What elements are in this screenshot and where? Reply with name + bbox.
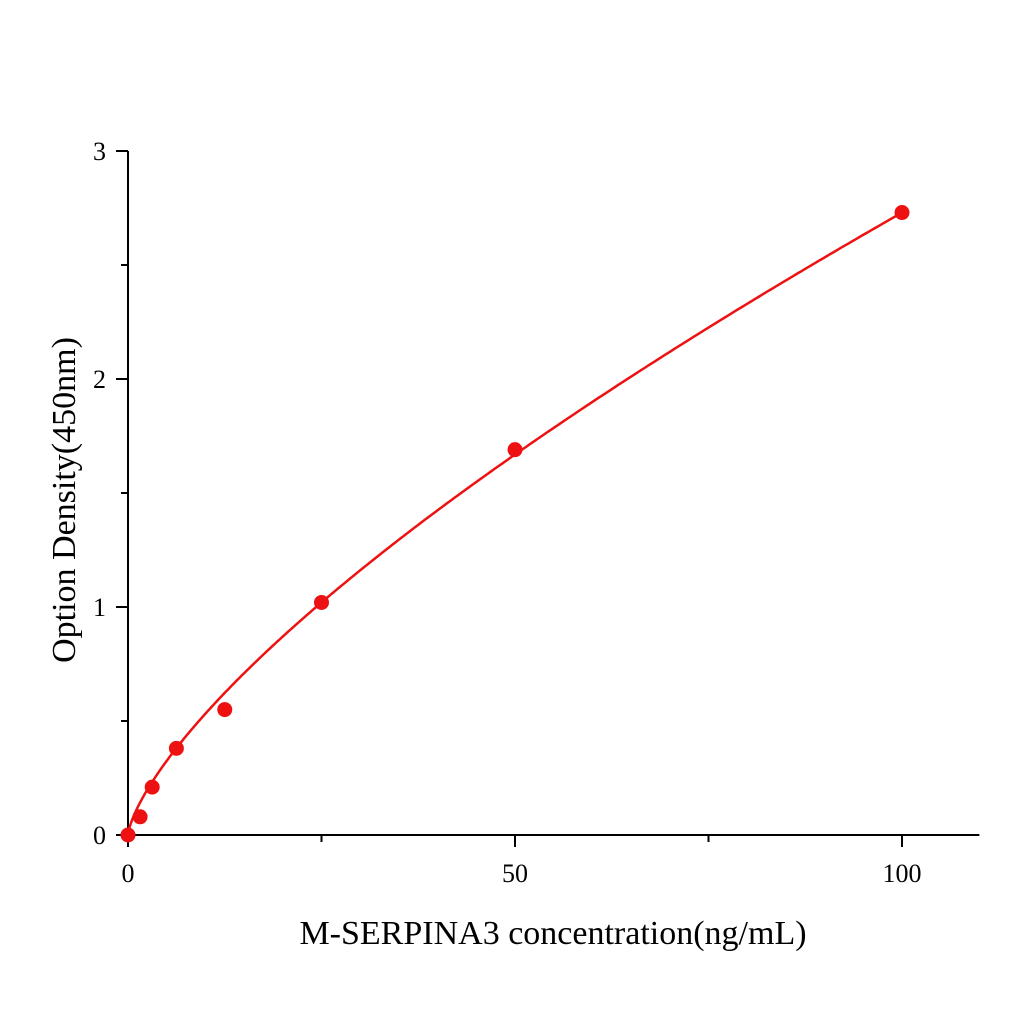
x-tick-label: 50 <box>502 859 528 888</box>
data-point <box>894 205 910 221</box>
x-tick-label: 0 <box>122 859 135 888</box>
y-axis-label: Option Density(450nm) <box>46 337 83 663</box>
data-point <box>168 740 184 756</box>
data-point <box>120 827 136 843</box>
y-tick-label: 3 <box>93 137 106 166</box>
y-tick-label: 0 <box>93 821 106 850</box>
data-point <box>217 702 233 718</box>
y-tick-label: 2 <box>93 365 106 394</box>
data-point <box>507 442 523 458</box>
ticks: 0 50 100 0 1 2 3 <box>93 137 922 888</box>
data-point <box>314 594 329 610</box>
axes <box>127 151 980 836</box>
y-tick-label: 1 <box>93 593 106 622</box>
data-point <box>132 809 148 825</box>
data-point <box>144 779 160 795</box>
data-points <box>120 205 910 843</box>
x-axis-label: M-SERPINA3 concentration(ng/mL) <box>299 915 806 952</box>
fit-curve <box>126 211 903 835</box>
x-tick-label: 100 <box>883 859 922 888</box>
